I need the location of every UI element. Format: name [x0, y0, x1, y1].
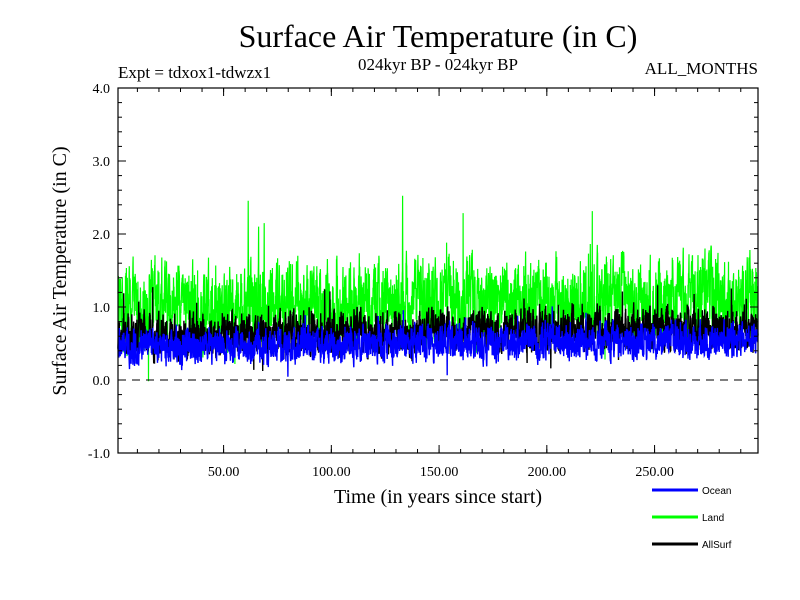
plot-series [117, 195, 759, 382]
y-tick-label: 2.0 [93, 228, 111, 243]
x-tick-label: 250.00 [635, 465, 674, 480]
x-tick-label: 200.00 [528, 465, 567, 480]
period-label: 024kyr BP - 024kyr BP [358, 55, 518, 74]
y-axis: -1.0 0.0 1.0 2.0 3.0 4.0 [88, 82, 758, 462]
y-tick-label: -1.0 [88, 447, 110, 462]
y-tick-label: 3.0 [93, 155, 111, 170]
x-tick-label: 100.00 [312, 465, 351, 480]
months-label: ALL_MONTHS [645, 59, 758, 78]
experiment-label: Expt = tdxox1-tdwzx1 [118, 63, 271, 82]
legend: Ocean Land AllSurf [652, 486, 732, 551]
legend-label-ocean: Ocean [702, 486, 731, 497]
x-axis: 50.00 100.00 150.00 200.00 250.00 [136, 88, 742, 480]
y-tick-label: 1.0 [93, 301, 111, 316]
legend-label-allsurf: AllSurf [702, 540, 732, 551]
y-axis-label: Surface Air Temperature (in C) [49, 146, 71, 395]
x-tick-label: 150.00 [420, 465, 459, 480]
legend-label-land: Land [702, 513, 724, 524]
chart-title: Surface Air Temperature (in C) [239, 18, 638, 54]
y-tick-label: 4.0 [93, 82, 111, 97]
plot-frame [117, 87, 759, 454]
x-tick-label: 50.00 [208, 465, 240, 480]
y-tick-label: 0.0 [93, 374, 111, 389]
x-axis-label: Time (in years since start) [334, 486, 542, 508]
series-line-ocean [117, 306, 759, 377]
